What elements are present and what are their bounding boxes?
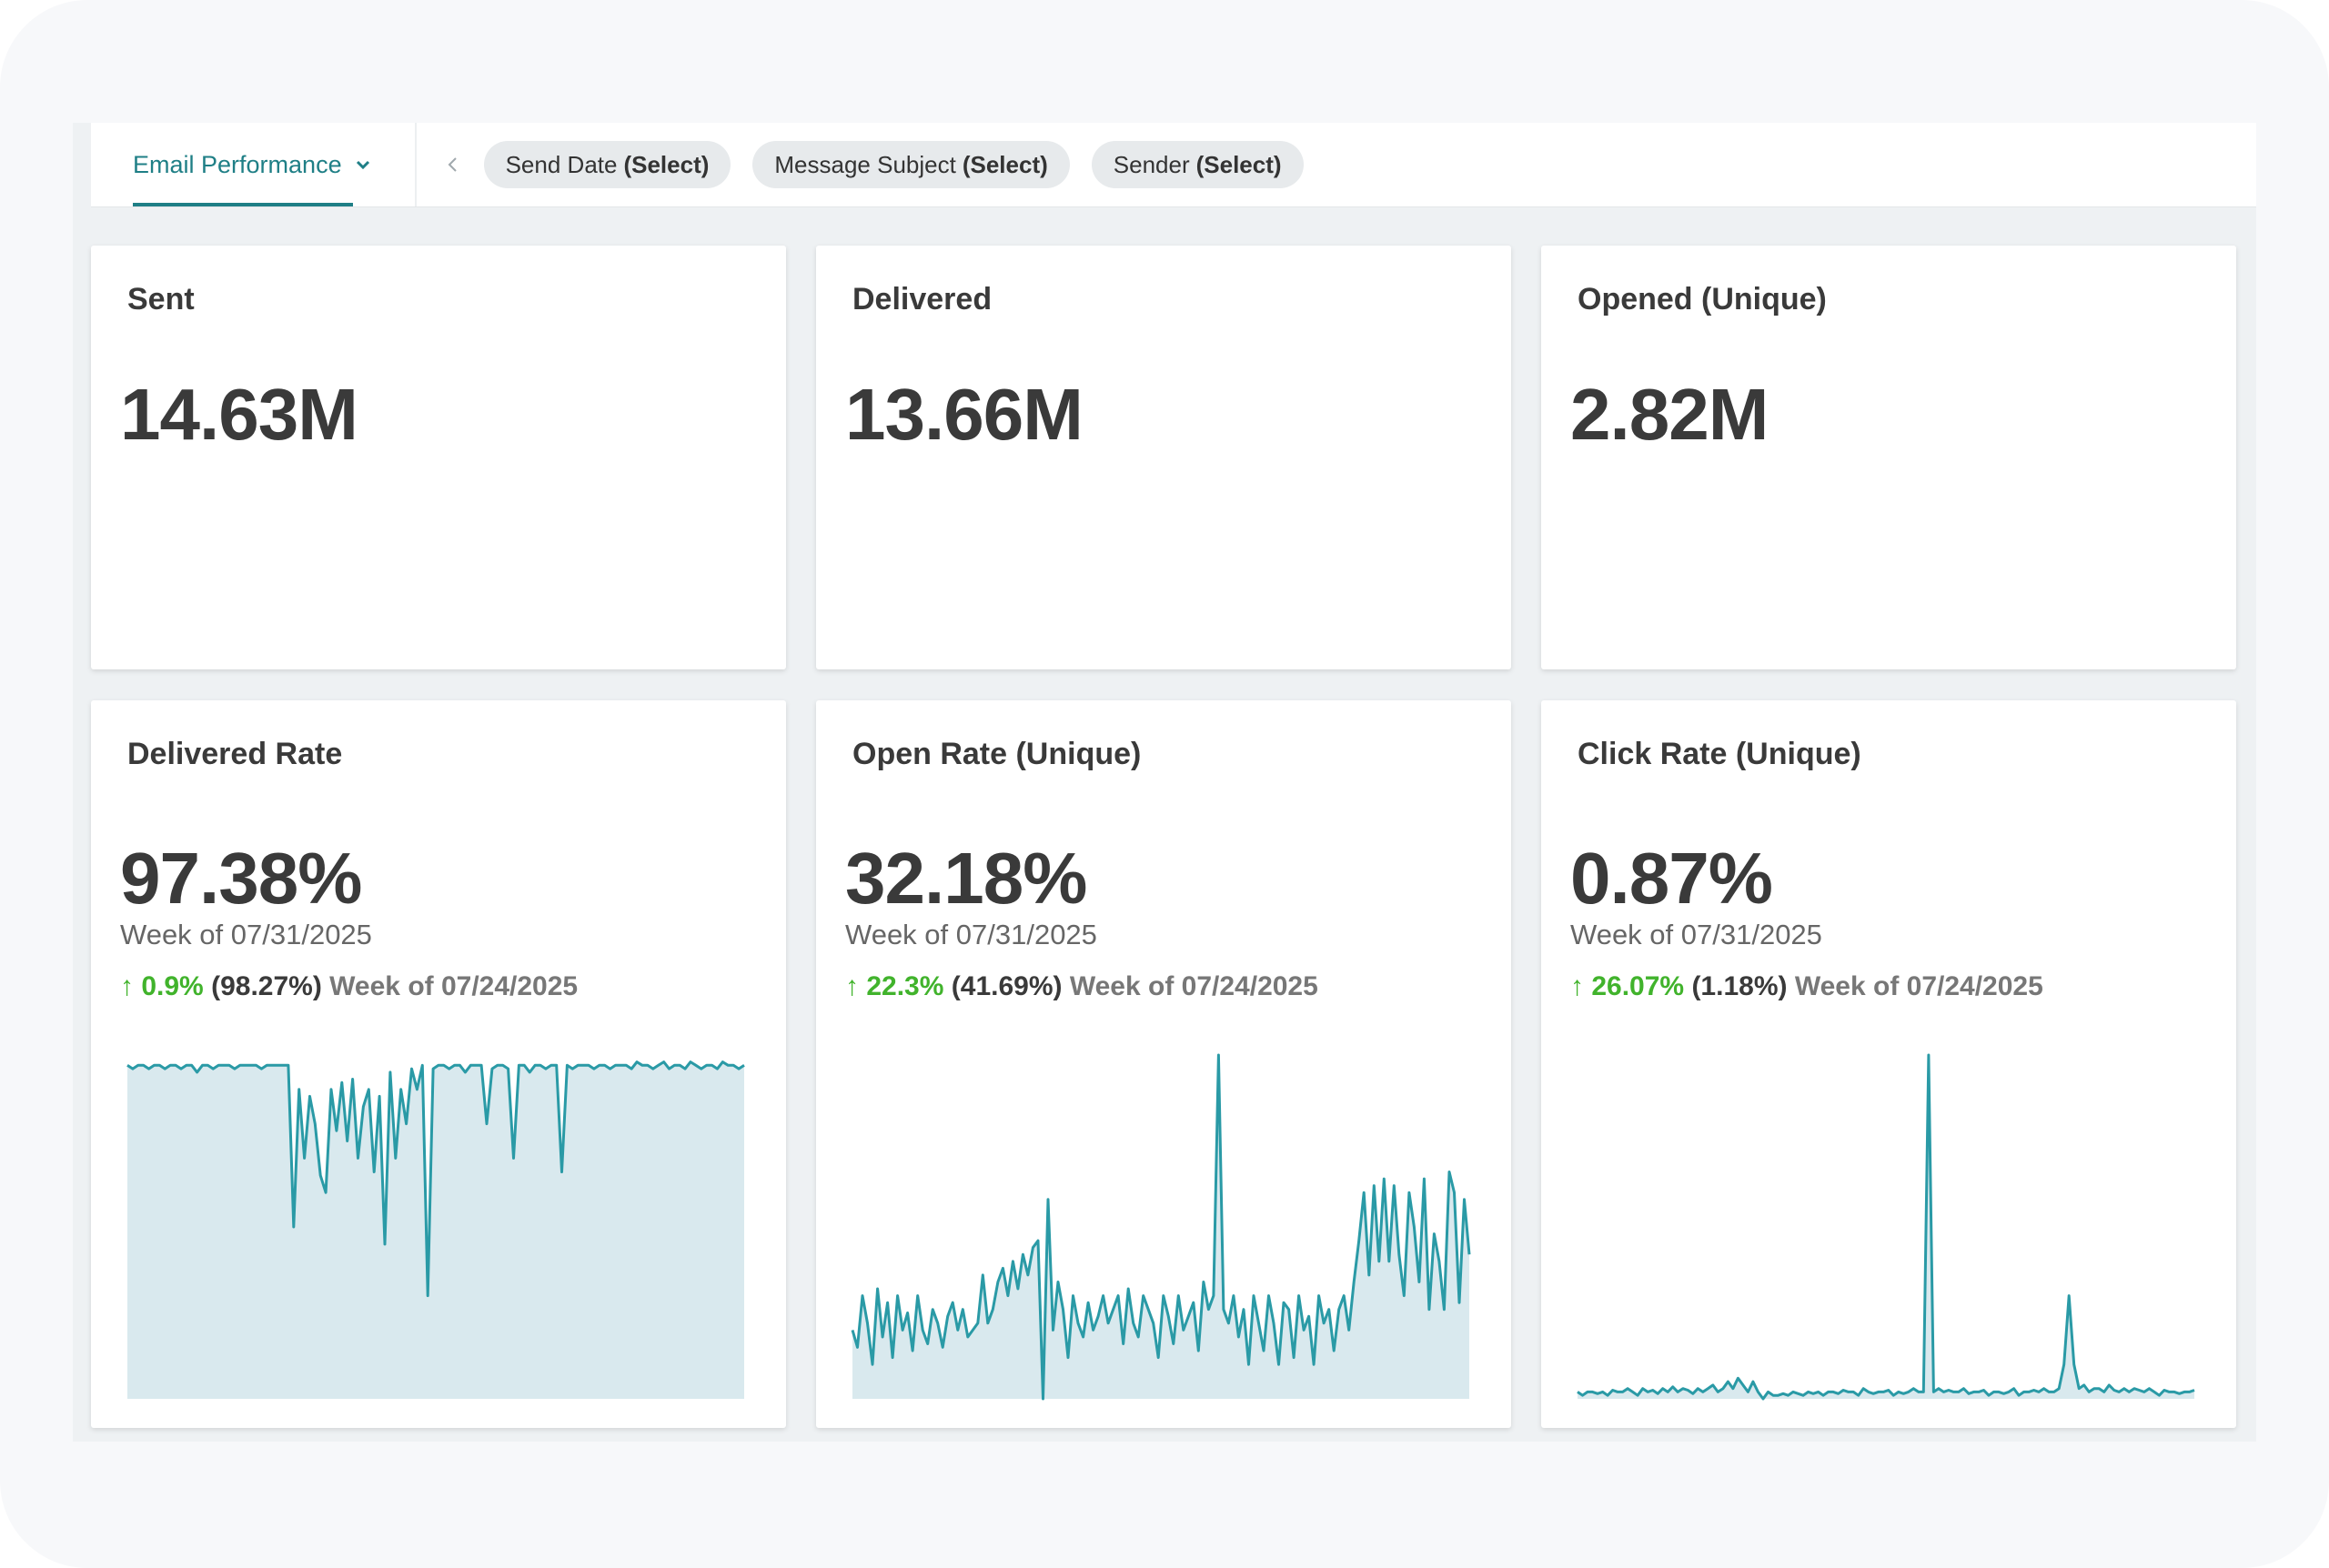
arrow-up-icon: ↑ (1570, 971, 1584, 1001)
comparison-line: ↑ 0.9% (98.27%) Week of 07/24/2025 (120, 971, 578, 1002)
rate-card-open-unique[interactable]: Open Rate (Unique) 32.18% Week of 07/31/… (816, 700, 1511, 1428)
period-label: Week of 07/31/2025 (1570, 919, 1822, 950)
sparkline-area (852, 1055, 1469, 1399)
card-title: Delivered Rate (127, 737, 343, 771)
scroll-left-button[interactable] (435, 146, 471, 183)
filter-value: (Select) (623, 150, 710, 178)
filter-toolbar: Email Performance Send Date (Select) Mes… (91, 123, 2256, 207)
change-percent: 26.07% (1591, 971, 1685, 1001)
view-selector-tab[interactable]: Email Performance (91, 123, 417, 206)
filter-send-date[interactable]: Send Date (Select) (483, 141, 731, 188)
card-title: Click Rate (Unique) (1578, 737, 1861, 771)
filter-label: Sender (1113, 150, 1190, 178)
period-label: Week of 07/31/2025 (845, 919, 1097, 950)
filter-label: Message Subject (774, 150, 956, 178)
change-percent: 22.3% (866, 971, 944, 1001)
change-percent: 0.9% (141, 971, 204, 1001)
kpi-card-opened-unique[interactable]: Opened (Unique) 2.82M (1541, 246, 2236, 669)
kpi-value: 13.66M (845, 374, 1084, 455)
previous-value: (98.27%) (211, 971, 322, 1001)
kpi-value: 14.63M (120, 374, 358, 455)
filter-message-subject[interactable]: Message Subject (Select) (752, 141, 1070, 188)
click-rate-sparkline (1577, 1053, 2195, 1401)
filter-sender[interactable]: Sender (Select) (1091, 141, 1304, 188)
sparkline-line (851, 1053, 1471, 1401)
view-selector-label: Email Performance (133, 150, 342, 178)
dashboard: Email Performance Send Date (Select) Mes… (73, 123, 2256, 1442)
sparkline-area (1578, 1055, 2194, 1399)
kpi-card-delivered[interactable]: Delivered 13.66M (816, 246, 1511, 669)
chevron-down-icon (356, 160, 369, 170)
kpi-card-sent[interactable]: Sent 14.63M (91, 246, 786, 669)
filter-label: Send Date (505, 150, 618, 178)
card-title: Sent (127, 282, 195, 317)
card-title: Delivered (852, 282, 993, 317)
arrow-up-icon: ↑ (845, 971, 859, 1001)
rate-value: 0.87% (1570, 838, 1773, 919)
sparkline-line (1577, 1053, 2195, 1401)
arrow-up-icon: ↑ (120, 971, 134, 1001)
filter-value: (Select) (962, 150, 1048, 178)
comparison-line: ↑ 26.07% (1.18%) Week of 07/24/2025 (1570, 971, 2043, 1002)
previous-value: (41.69%) (951, 971, 1063, 1001)
filter-value: (Select) (1195, 150, 1282, 178)
delivered-rate-sparkline (126, 1060, 745, 1399)
chevron-left-icon (448, 157, 457, 172)
period-label: Week of 07/31/2025 (120, 919, 372, 950)
comparison-line: ↑ 22.3% (41.69%) Week of 07/24/2025 (845, 971, 1318, 1002)
rate-value: 32.18% (845, 838, 1087, 919)
rate-value: 97.38% (120, 838, 362, 919)
previous-value: (1.18%) (1691, 971, 1788, 1001)
sparkline-area (127, 1061, 744, 1399)
open-rate-sparkline (851, 1053, 1471, 1401)
previous-period: Week of 07/24/2025 (329, 971, 579, 1001)
card-title: Open Rate (Unique) (852, 737, 1142, 771)
sparkline-line (126, 1060, 745, 1298)
card-title: Opened (Unique) (1578, 282, 1827, 317)
kpi-value: 2.82M (1570, 374, 1769, 455)
previous-period: Week of 07/24/2025 (1794, 971, 2043, 1001)
active-tab-underline (133, 203, 353, 206)
rate-card-click-unique[interactable]: Click Rate (Unique) 0.87% Week of 07/31/… (1541, 700, 2236, 1428)
rate-card-delivered[interactable]: Delivered Rate 97.38% Week of 07/31/2025… (91, 700, 786, 1428)
previous-period: Week of 07/24/2025 (1069, 971, 1318, 1001)
